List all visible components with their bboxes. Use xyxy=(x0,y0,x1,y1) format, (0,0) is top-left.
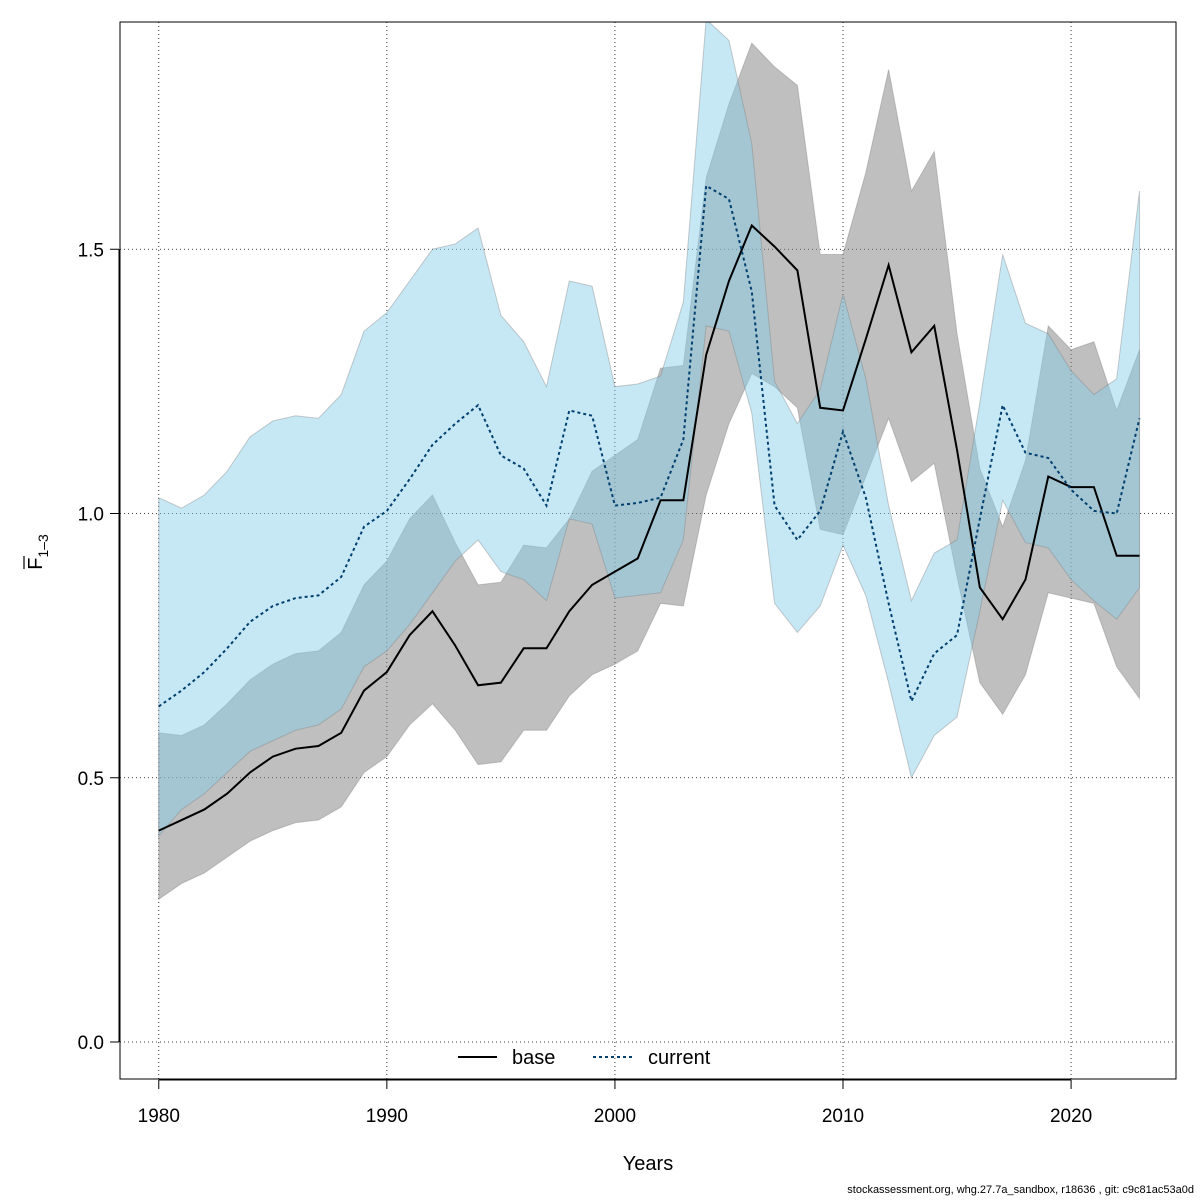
y-axis-title: F1–3 xyxy=(23,534,51,570)
x-axis: 1980 1990 2000 2010 2020 xyxy=(138,1079,1092,1127)
series-line-current xyxy=(158,184,1141,708)
x-tick-label-2000: 2000 xyxy=(594,1106,636,1127)
legend-base-label: base xyxy=(512,1047,555,1069)
y-tick-label-0.5: 0.5 xyxy=(78,769,104,790)
legend: base current xyxy=(458,1047,711,1069)
footer-credit: stockassessment.org, whg.27.7a_sandbox, … xyxy=(847,1184,1194,1196)
x-tick-label-1990: 1990 xyxy=(366,1106,408,1127)
band-current xyxy=(158,22,1141,838)
series-lines xyxy=(158,184,1141,832)
x-tick-label-1980: 1980 xyxy=(138,1106,180,1127)
x-axis-title: Years xyxy=(623,1153,673,1175)
series-line-base xyxy=(158,223,1140,832)
svg-text:F1–3: F1–3 xyxy=(25,534,51,570)
x-tick-label-2020: 2020 xyxy=(1050,1106,1092,1127)
y-tick-label-0.0: 0.0 xyxy=(78,1033,104,1054)
y-tick-label-1.0: 1.0 xyxy=(78,505,104,526)
band-base xyxy=(158,42,1141,901)
y-axis-title-subscript: 1–3 xyxy=(35,534,51,558)
x-tick-label-2010: 2010 xyxy=(822,1106,864,1127)
plot-frame xyxy=(119,21,1177,1080)
y-axis: 0.0 0.5 1.0 1.5 xyxy=(78,240,120,1054)
y-tick-label-1.5: 1.5 xyxy=(78,240,104,261)
confidence-bands xyxy=(158,22,1141,901)
y-axis-title-main: F xyxy=(25,558,47,570)
legend-current-label: current xyxy=(648,1047,711,1069)
